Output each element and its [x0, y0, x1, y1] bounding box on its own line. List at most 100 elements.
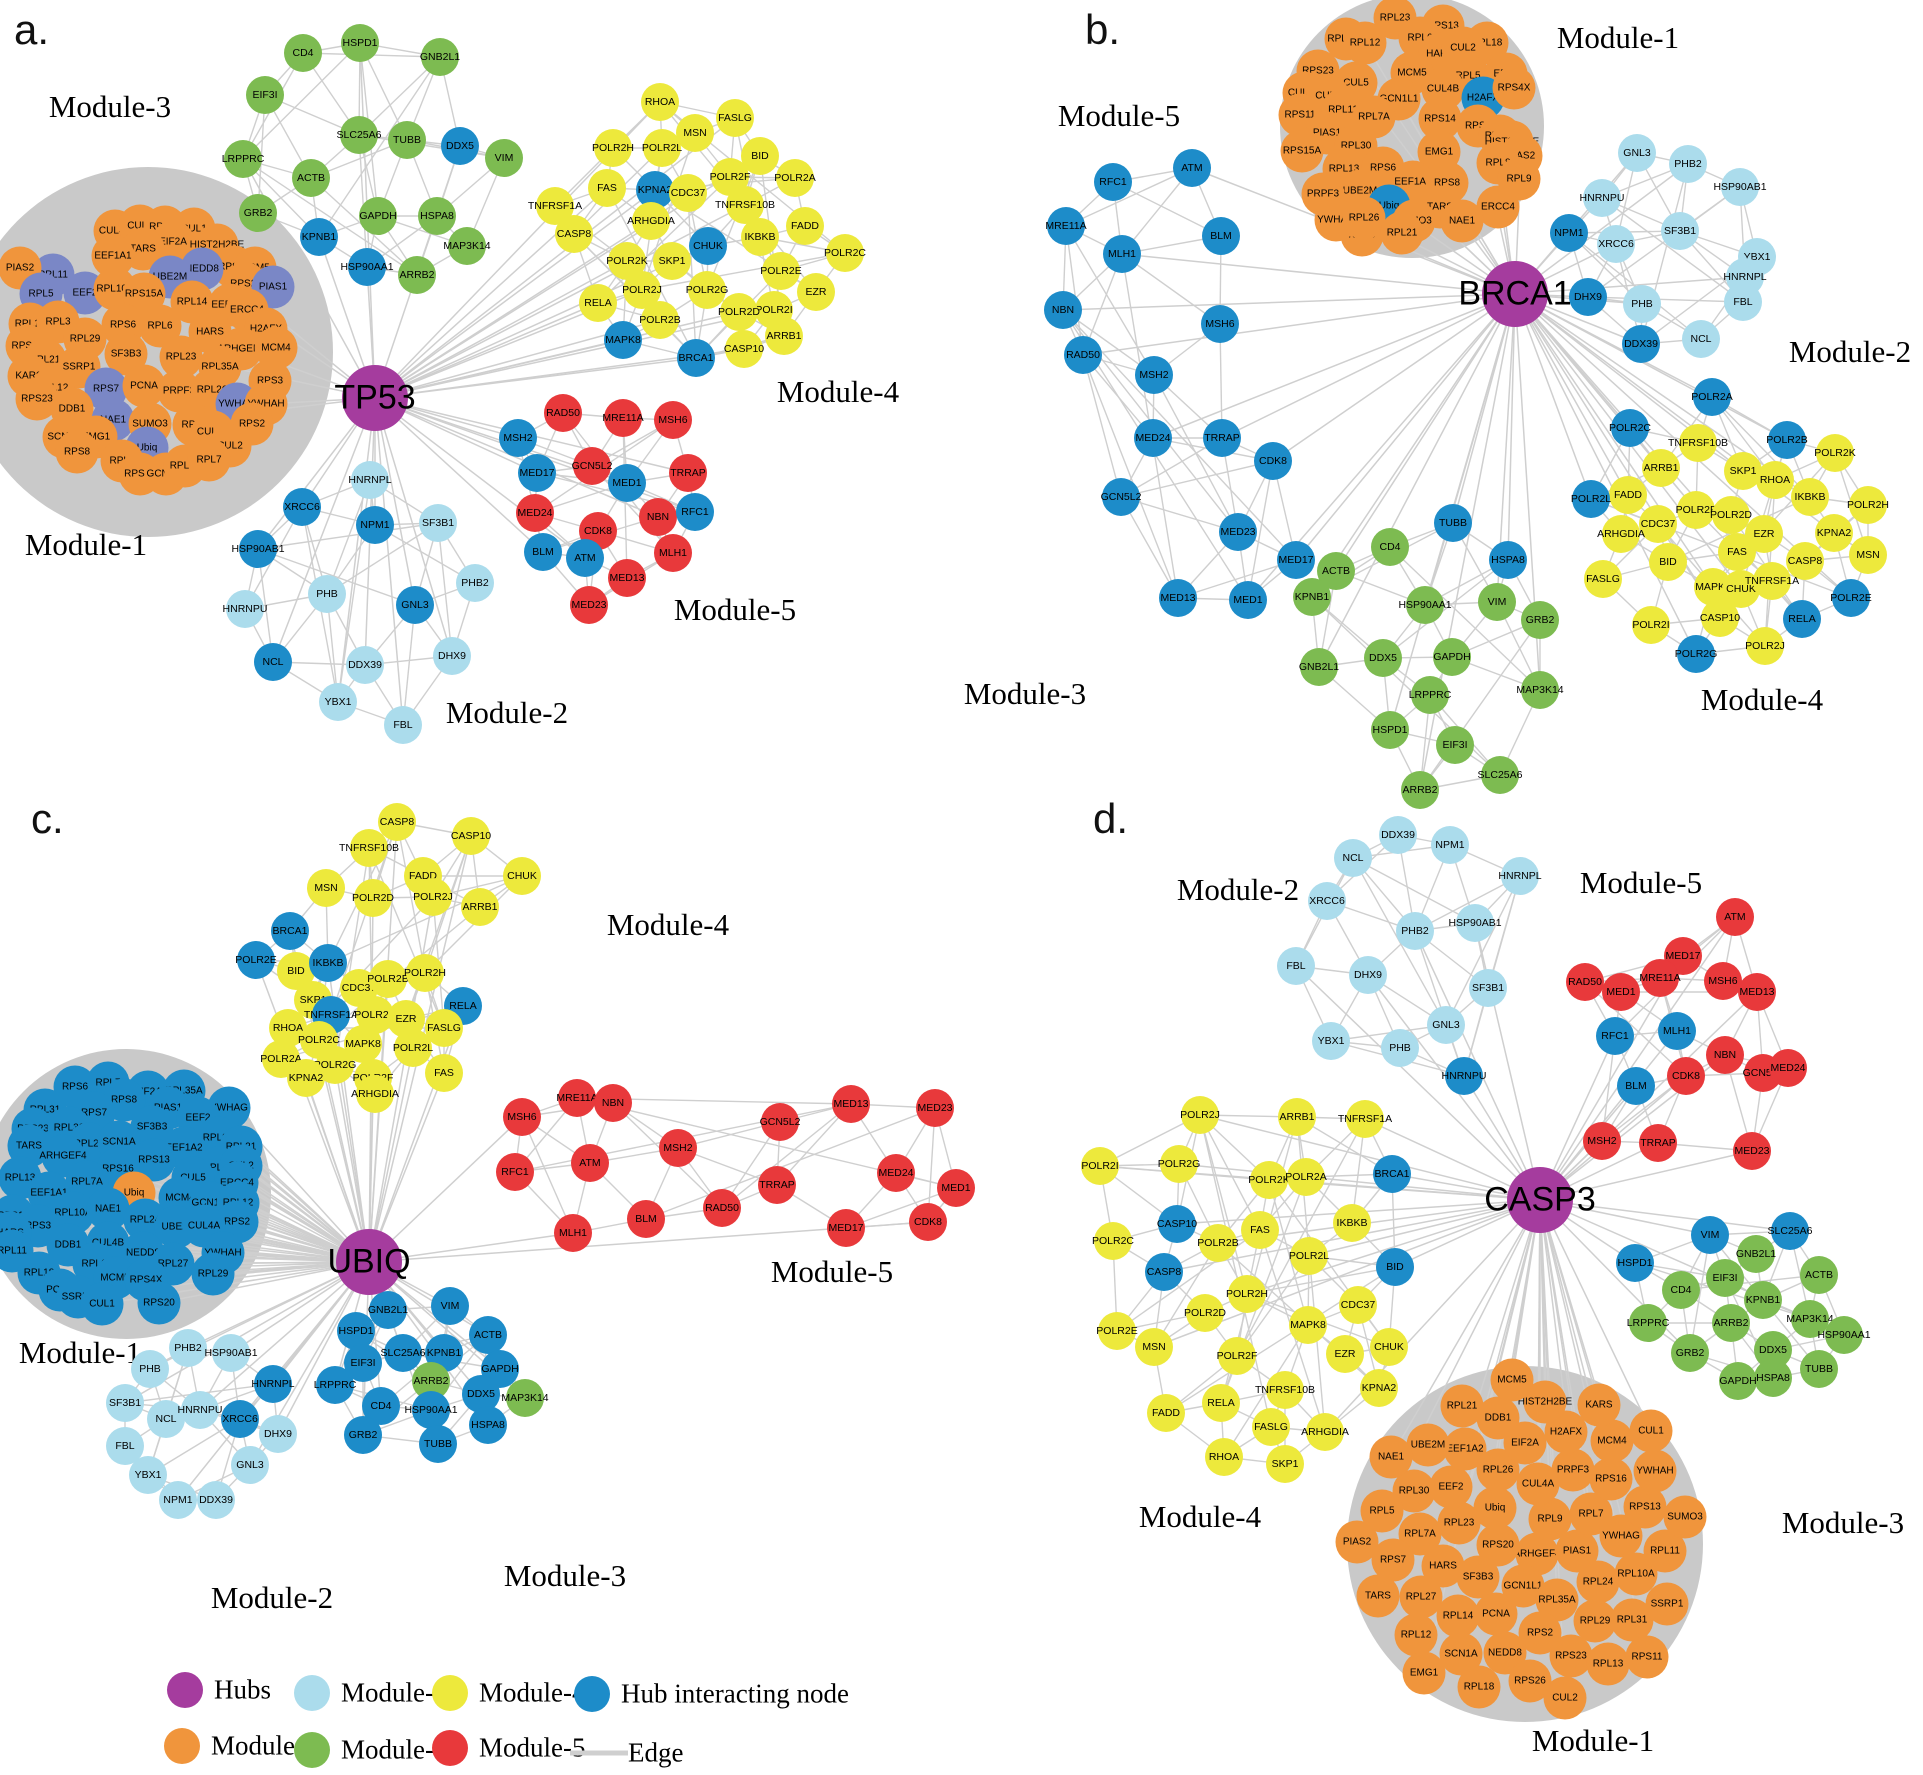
network-node[interactable]: MED17 [1277, 541, 1315, 579]
network-node[interactable]: POLR2G [686, 271, 728, 309]
network-node[interactable]: POLR2D [1710, 496, 1752, 534]
network-node[interactable]: TRRAP [1203, 419, 1241, 457]
network-node[interactable]: MAP3K14 [1786, 1300, 1834, 1338]
network-node[interactable]: ACTB [292, 159, 330, 197]
network-node[interactable]: HSP90AA1 [1398, 586, 1452, 624]
network-node[interactable]: BLM [524, 533, 562, 571]
network-node[interactable]: MLH1 [554, 1214, 592, 1252]
network-node[interactable]: KPNB1 [1744, 1281, 1782, 1319]
network-node[interactable]: RPL9 [1497, 157, 1541, 201]
network-node[interactable]: POLR2H [404, 954, 446, 992]
network-node[interactable]: FAS [425, 1054, 463, 1092]
network-node[interactable]: NCL [1334, 839, 1372, 877]
network-node[interactable]: MCM4 [1590, 1419, 1634, 1463]
network-node[interactable]: ARRB2 [412, 1362, 450, 1400]
network-node[interactable]: NBN [1044, 291, 1082, 329]
network-node[interactable]: XRCC6 [1597, 225, 1635, 263]
network-node[interactable]: POLR2L [1571, 480, 1611, 518]
network-node[interactable]: ATM [1173, 149, 1211, 187]
network-node[interactable]: POLR2J [413, 878, 453, 916]
network-node[interactable]: DHX9 [1569, 278, 1607, 316]
network-node[interactable]: MSN [676, 114, 714, 152]
network-node[interactable]: RPL24 [1576, 1560, 1620, 1604]
network-node[interactable]: RPL26 [1342, 196, 1386, 240]
network-node[interactable]: NCL [254, 643, 292, 681]
network-node[interactable]: MSN [1849, 536, 1887, 574]
network-node[interactable]: POLR2B [639, 301, 681, 339]
network-node[interactable]: RPS16 [1589, 1457, 1633, 1501]
network-node[interactable]: FAS [1718, 533, 1756, 571]
network-node[interactable]: BID [1649, 543, 1687, 581]
network-node[interactable]: HSPA8 [418, 197, 456, 235]
network-node[interactable]: GRB2 [239, 194, 277, 232]
network-node[interactable]: POLR2E [760, 252, 802, 290]
network-node[interactable]: NBN [1706, 1036, 1744, 1074]
network-node[interactable]: ARRB1 [1278, 1098, 1316, 1136]
network-node[interactable]: KARS [1577, 1383, 1621, 1427]
network-node[interactable]: PRPF3 [1551, 1448, 1595, 1492]
network-node[interactable]: NAE1 [86, 1187, 130, 1231]
network-node[interactable]: HNRNPU [223, 590, 267, 628]
network-node[interactable]: RPS7 [1371, 1538, 1415, 1582]
network-node[interactable]: FADD [786, 207, 824, 245]
network-node[interactable]: TRRAP [669, 454, 707, 492]
network-node[interactable]: HSPA8 [1754, 1359, 1792, 1397]
network-node[interactable]: HSP90AB1 [231, 530, 285, 568]
network-node[interactable]: LRPPRC [1409, 676, 1451, 714]
network-node[interactable]: PHB2 [169, 1329, 207, 1367]
network-node[interactable]: MED23 [1733, 1132, 1771, 1170]
network-node[interactable]: TNFRSF10B [715, 186, 775, 224]
network-node[interactable]: ARRB1 [765, 317, 803, 355]
network-node[interactable]: IKBKB [309, 944, 347, 982]
network-node[interactable]: GCN5L2 [572, 447, 612, 485]
network-node[interactable]: POLR2E [235, 941, 277, 979]
network-node[interactable]: GCN5L2 [760, 1103, 800, 1141]
network-node[interactable]: TNFRSF10B [1668, 424, 1728, 462]
network-node[interactable]: IKBKB [741, 218, 779, 256]
network-node[interactable]: MSN [307, 869, 345, 907]
network-node[interactable]: BLM [1202, 217, 1240, 255]
network-node[interactable]: GCN5L2 [1101, 478, 1141, 516]
network-node[interactable]: GNL3 [231, 1446, 269, 1484]
network-node[interactable]: MED24 [877, 1154, 915, 1192]
network-node[interactable]: CHUK [1370, 1328, 1408, 1366]
network-node[interactable]: POLR2C [1609, 409, 1651, 447]
network-node[interactable]: MED17 [827, 1209, 865, 1247]
network-node[interactable]: RPL12 [1394, 1613, 1438, 1657]
network-node[interactable]: RHOA [1756, 461, 1794, 499]
network-node[interactable]: CASP10 [1157, 1205, 1197, 1243]
network-node[interactable]: POLR2B [367, 960, 409, 998]
network-node[interactable]: MLH1 [1658, 1012, 1696, 1050]
network-node[interactable]: MED13 [1159, 579, 1197, 617]
network-node[interactable]: RAD50 [703, 1189, 741, 1227]
network-node[interactable]: PHB2 [456, 564, 494, 602]
network-node[interactable]: SKP1 [1724, 452, 1762, 490]
network-node[interactable]: SF3B1 [419, 504, 457, 542]
network-node[interactable]: RPL29 [191, 1252, 235, 1296]
network-node[interactable]: EIF3I [1706, 1259, 1744, 1297]
network-node[interactable]: NPM1 [356, 506, 394, 544]
network-node[interactable]: CASP8 [378, 803, 416, 841]
network-node[interactable]: BLM [627, 1200, 665, 1238]
network-node[interactable]: POLR2I [1632, 606, 1670, 644]
network-node[interactable]: SF3B1 [106, 1384, 144, 1422]
network-node[interactable]: TNFRSF10B [339, 829, 399, 867]
network-node[interactable]: POLR2J [1745, 627, 1785, 665]
network-node[interactable]: HSPD1 [341, 24, 379, 62]
network-node[interactable]: POLR2E [1096, 1312, 1138, 1350]
network-node[interactable]: POLR2I [1081, 1147, 1119, 1185]
network-node[interactable]: FADD [1147, 1394, 1185, 1432]
network-node[interactable]: HSP90AA1 [404, 1391, 458, 1429]
network-node[interactable]: CDC37 [1339, 1286, 1377, 1324]
network-node[interactable]: MSH6 [1704, 962, 1742, 1000]
network-node[interactable]: GNB2L1 [1736, 1235, 1776, 1273]
network-node[interactable]: MSH2 [659, 1129, 697, 1167]
network-node[interactable]: BID [1376, 1248, 1414, 1286]
network-node[interactable]: CDK8 [1667, 1057, 1705, 1095]
network-node[interactable]: GNL3 [1618, 134, 1656, 172]
network-node[interactable]: MED1 [1229, 581, 1267, 619]
network-node[interactable]: MED17 [518, 454, 556, 492]
network-node[interactable]: PCNA [1474, 1592, 1518, 1636]
network-node[interactable]: HNRNPL [348, 461, 392, 499]
network-node[interactable]: RPL7 [187, 438, 231, 482]
